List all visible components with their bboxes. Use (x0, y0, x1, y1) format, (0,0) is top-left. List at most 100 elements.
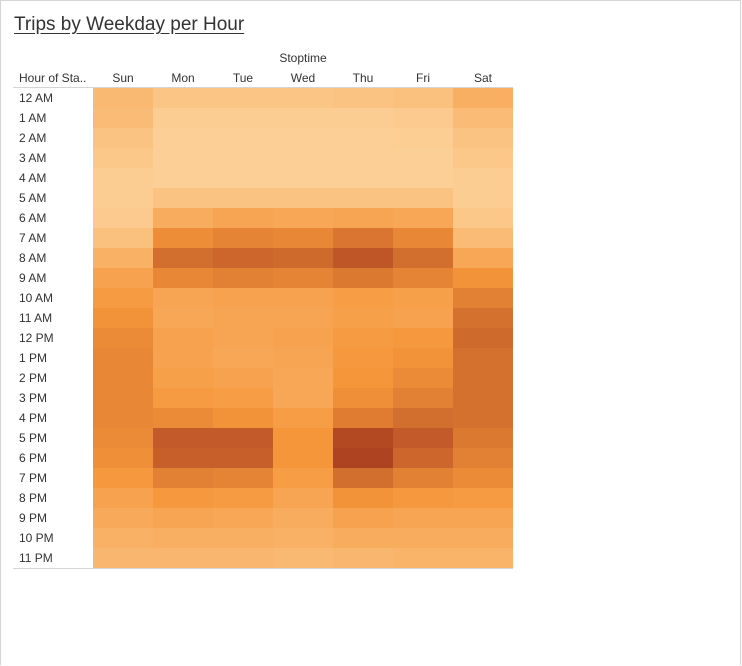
heatmap-cell[interactable] (153, 148, 213, 168)
heatmap-cell[interactable] (93, 428, 153, 448)
heatmap-cell[interactable] (273, 368, 333, 388)
heatmap-cell[interactable] (273, 348, 333, 368)
heatmap-cell[interactable] (93, 228, 153, 248)
heatmap-cell[interactable] (213, 548, 273, 568)
heatmap-cell[interactable] (393, 488, 453, 508)
heatmap-cell[interactable] (153, 428, 213, 448)
heatmap-cell[interactable] (153, 228, 213, 248)
heatmap-cell[interactable] (93, 268, 153, 288)
heatmap-cell[interactable] (273, 88, 333, 108)
heatmap-cell[interactable] (213, 88, 273, 108)
heatmap-cell[interactable] (333, 348, 393, 368)
heatmap-cell[interactable] (453, 148, 513, 168)
heatmap-cell[interactable] (153, 248, 213, 268)
heatmap-cell[interactable] (153, 508, 213, 528)
heatmap-cell[interactable] (453, 448, 513, 468)
heatmap-cell[interactable] (273, 528, 333, 548)
heatmap-cell[interactable] (393, 388, 453, 408)
heatmap-cell[interactable] (453, 428, 513, 448)
heatmap-cell[interactable] (333, 328, 393, 348)
heatmap-cell[interactable] (453, 128, 513, 148)
heatmap-cell[interactable] (273, 268, 333, 288)
heatmap-cell[interactable] (393, 148, 453, 168)
heatmap-cell[interactable] (273, 188, 333, 208)
heatmap-cell[interactable] (213, 108, 273, 128)
heatmap-cell[interactable] (393, 508, 453, 528)
heatmap-cell[interactable] (453, 288, 513, 308)
heatmap-cell[interactable] (273, 488, 333, 508)
heatmap-cell[interactable] (393, 548, 453, 568)
heatmap-cell[interactable] (213, 368, 273, 388)
heatmap-cell[interactable] (153, 488, 213, 508)
heatmap-cell[interactable] (333, 488, 393, 508)
heatmap-cell[interactable] (273, 208, 333, 228)
heatmap-cell[interactable] (93, 508, 153, 528)
heatmap-cell[interactable] (333, 428, 393, 448)
heatmap-cell[interactable] (453, 208, 513, 228)
heatmap-cell[interactable] (213, 328, 273, 348)
heatmap-cell[interactable] (333, 288, 393, 308)
heatmap-cell[interactable] (453, 368, 513, 388)
heatmap-cell[interactable] (153, 528, 213, 548)
heatmap-cell[interactable] (93, 88, 153, 108)
heatmap-cell[interactable] (453, 168, 513, 188)
heatmap-cell[interactable] (213, 268, 273, 288)
heatmap-cell[interactable] (453, 528, 513, 548)
heatmap-cell[interactable] (153, 88, 213, 108)
heatmap-cell[interactable] (273, 328, 333, 348)
heatmap-cell[interactable] (93, 108, 153, 128)
heatmap-cell[interactable] (213, 288, 273, 308)
heatmap-cell[interactable] (453, 348, 513, 368)
heatmap-cell[interactable] (273, 388, 333, 408)
heatmap-cell[interactable] (93, 168, 153, 188)
heatmap-cell[interactable] (153, 108, 213, 128)
heatmap-cell[interactable] (153, 288, 213, 308)
heatmap-cell[interactable] (393, 268, 453, 288)
heatmap-cell[interactable] (393, 108, 453, 128)
heatmap-cell[interactable] (393, 88, 453, 108)
heatmap-cell[interactable] (213, 228, 273, 248)
heatmap-cell[interactable] (153, 468, 213, 488)
heatmap-cell[interactable] (333, 368, 393, 388)
heatmap-cell[interactable] (93, 448, 153, 468)
heatmap-cell[interactable] (213, 468, 273, 488)
heatmap-cell[interactable] (213, 528, 273, 548)
heatmap-cell[interactable] (153, 368, 213, 388)
heatmap-cell[interactable] (333, 448, 393, 468)
heatmap-cell[interactable] (93, 388, 153, 408)
heatmap-cell[interactable] (393, 328, 453, 348)
heatmap-cell[interactable] (453, 508, 513, 528)
heatmap-cell[interactable] (153, 188, 213, 208)
heatmap-cell[interactable] (213, 248, 273, 268)
heatmap-cell[interactable] (393, 228, 453, 248)
heatmap-cell[interactable] (333, 228, 393, 248)
heatmap-cell[interactable] (393, 368, 453, 388)
heatmap-cell[interactable] (333, 248, 393, 268)
heatmap-cell[interactable] (93, 468, 153, 488)
heatmap-cell[interactable] (93, 488, 153, 508)
heatmap-cell[interactable] (333, 88, 393, 108)
heatmap-cell[interactable] (273, 148, 333, 168)
heatmap-cell[interactable] (453, 268, 513, 288)
heatmap-cell[interactable] (153, 448, 213, 468)
heatmap-cell[interactable] (93, 188, 153, 208)
heatmap-cell[interactable] (213, 488, 273, 508)
heatmap-cell[interactable] (393, 248, 453, 268)
heatmap-cell[interactable] (273, 228, 333, 248)
heatmap-cell[interactable] (393, 168, 453, 188)
heatmap-cell[interactable] (273, 468, 333, 488)
heatmap-cell[interactable] (333, 188, 393, 208)
heatmap-cell[interactable] (453, 308, 513, 328)
heatmap-cell[interactable] (273, 308, 333, 328)
heatmap-cell[interactable] (393, 308, 453, 328)
heatmap-cell[interactable] (393, 468, 453, 488)
heatmap-cell[interactable] (273, 248, 333, 268)
heatmap-cell[interactable] (93, 148, 153, 168)
heatmap-cell[interactable] (453, 468, 513, 488)
heatmap-cell[interactable] (213, 308, 273, 328)
heatmap-cell[interactable] (333, 128, 393, 148)
heatmap-cell[interactable] (153, 128, 213, 148)
heatmap-cell[interactable] (393, 288, 453, 308)
heatmap-cell[interactable] (333, 168, 393, 188)
heatmap-cell[interactable] (153, 388, 213, 408)
